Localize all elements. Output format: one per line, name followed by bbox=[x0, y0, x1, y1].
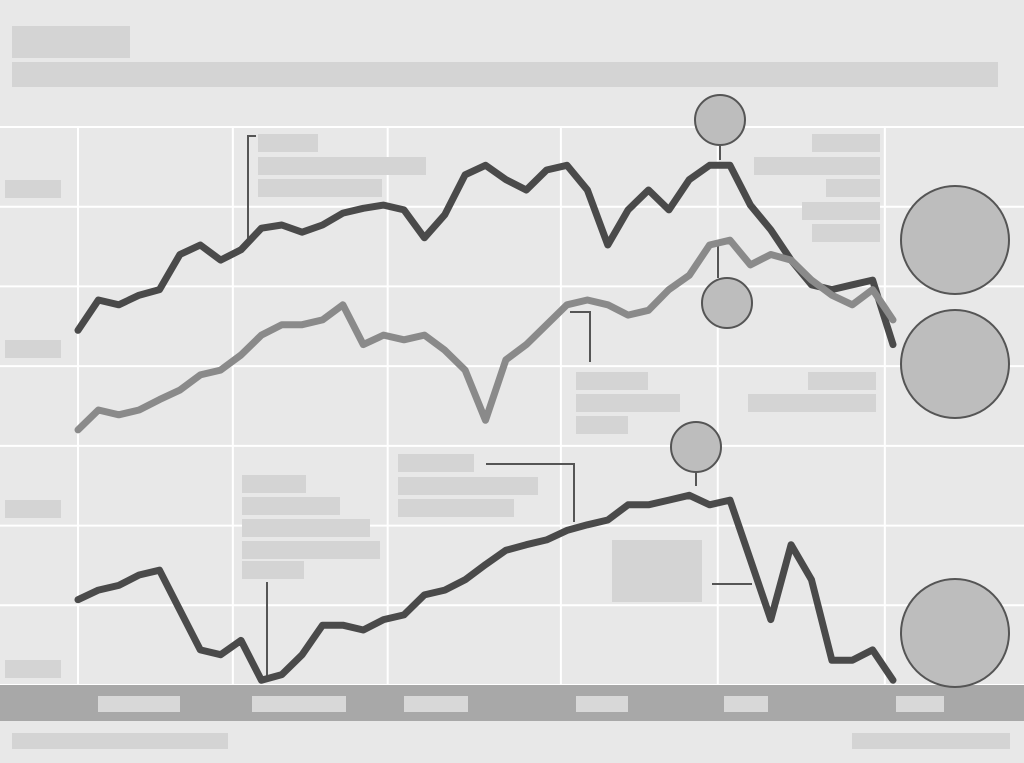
text-block bbox=[398, 477, 538, 495]
text-block bbox=[812, 134, 880, 152]
text-block bbox=[5, 500, 61, 518]
text-block bbox=[852, 733, 1010, 749]
text-block bbox=[576, 416, 628, 434]
text-block bbox=[826, 179, 880, 197]
label-block bbox=[98, 696, 180, 712]
leader bbox=[247, 135, 256, 242]
text-block bbox=[812, 224, 880, 242]
text-block bbox=[242, 561, 304, 579]
leader bbox=[486, 463, 575, 522]
text-block bbox=[748, 394, 876, 412]
leaders bbox=[247, 135, 752, 680]
annotations bbox=[5, 134, 1010, 749]
callouts bbox=[670, 94, 1010, 688]
callout-circle bbox=[670, 421, 722, 473]
text-block bbox=[576, 394, 680, 412]
label-block bbox=[896, 696, 944, 712]
text-block bbox=[242, 497, 340, 515]
text-block bbox=[808, 372, 876, 390]
series-line bbox=[74, 236, 897, 434]
text-block bbox=[5, 660, 61, 678]
text-block bbox=[576, 372, 648, 390]
text-block bbox=[5, 340, 61, 358]
text-block bbox=[258, 157, 426, 175]
text-block bbox=[242, 541, 380, 559]
text-block bbox=[12, 733, 228, 749]
text-block bbox=[5, 180, 61, 198]
callout-circle bbox=[900, 309, 1010, 419]
leader bbox=[570, 311, 591, 362]
text-block bbox=[612, 540, 702, 602]
title-block bbox=[12, 26, 130, 58]
text-block bbox=[242, 519, 370, 537]
label-block bbox=[252, 696, 346, 712]
text-block bbox=[754, 157, 880, 175]
series-line bbox=[74, 491, 897, 684]
text-block bbox=[258, 134, 318, 152]
subtitle-block bbox=[12, 62, 998, 87]
text-block bbox=[398, 499, 514, 517]
text-block bbox=[242, 475, 306, 493]
callout-circle bbox=[701, 277, 753, 329]
callout-circle bbox=[900, 185, 1010, 295]
callout-circle bbox=[900, 578, 1010, 688]
text-block bbox=[398, 454, 474, 472]
text-block bbox=[258, 179, 382, 197]
callout-circle bbox=[694, 94, 746, 146]
label-block bbox=[724, 696, 768, 712]
label-block bbox=[404, 696, 468, 712]
x-band-labels bbox=[98, 696, 944, 712]
series-line bbox=[74, 161, 897, 349]
label-block bbox=[576, 696, 628, 712]
text-block bbox=[802, 202, 880, 220]
lines bbox=[74, 161, 897, 684]
